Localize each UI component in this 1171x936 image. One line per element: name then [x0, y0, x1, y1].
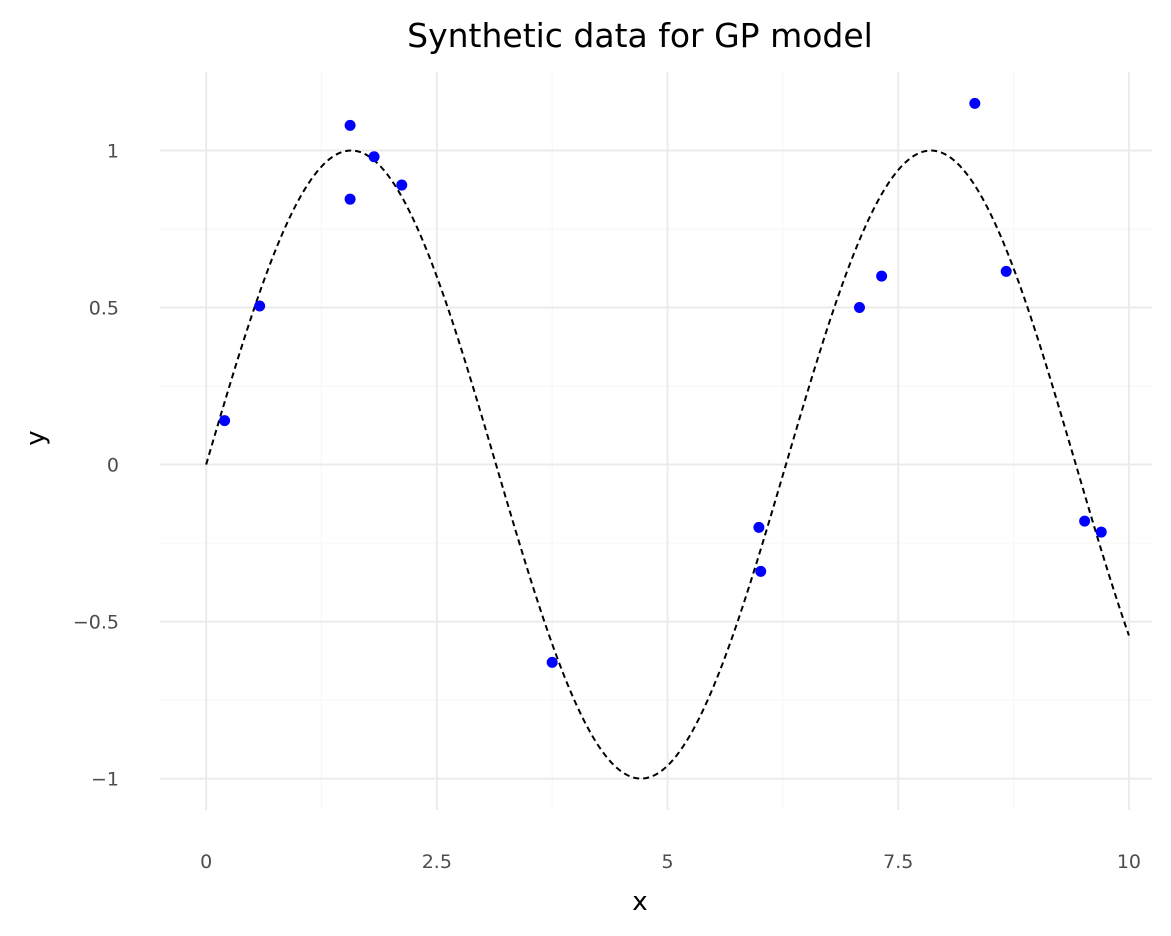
data-point-12: [1000, 265, 1012, 277]
data-point-7: [753, 521, 765, 533]
data-point-13: [1079, 515, 1091, 527]
y-axis-label: y: [21, 430, 51, 445]
x-axis-label: x: [632, 887, 647, 917]
data-point-5: [396, 179, 408, 191]
x-tick-label-2: 5: [661, 851, 673, 873]
grid: [160, 72, 1152, 810]
data-point-0: [219, 415, 231, 427]
data-point-1: [254, 300, 266, 312]
y-tick-label-4: 1: [107, 141, 119, 163]
x-tick-label-3: 7.5: [883, 851, 913, 873]
data-point-8: [755, 565, 767, 577]
x-tick-label-0: 0: [200, 851, 212, 873]
sine-curve: [205, 149, 1130, 780]
data-point-3: [344, 193, 356, 205]
data-point-9: [853, 302, 865, 314]
y-tick-label-0: −1: [91, 769, 119, 791]
data-point-10: [876, 270, 888, 282]
y-tick-label-3: 0.5: [89, 298, 119, 320]
y-tick-label-1: −0.5: [73, 612, 119, 634]
data-point-11: [969, 97, 981, 109]
x-tick-label-4: 10: [1117, 851, 1141, 873]
chart-title: Synthetic data for GP model: [407, 16, 873, 55]
data-point-2: [344, 119, 356, 131]
y-tick-label-2: 0: [107, 455, 119, 477]
data-point-6: [546, 656, 558, 668]
data-point-4: [368, 151, 380, 163]
data-points-layer: [219, 97, 1107, 668]
x-tick-label-1: 2.5: [422, 851, 452, 873]
data-point-14: [1095, 526, 1107, 538]
y-axis-ticks: −1 −0.5 0 0.5 1: [73, 141, 119, 791]
sine-curve-layer: [205, 149, 1130, 780]
x-axis-ticks: 0 2.5 5 7.5 10: [200, 851, 1141, 873]
